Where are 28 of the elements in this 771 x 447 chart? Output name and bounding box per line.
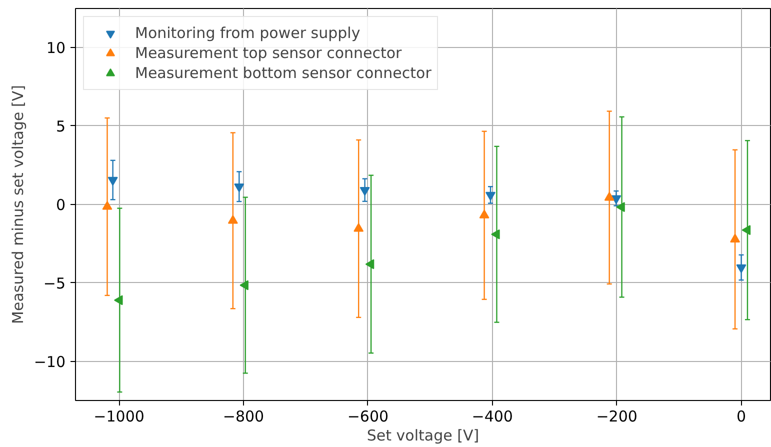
y-axis-title: Measured minus set voltage [V] [8, 85, 27, 324]
point [240, 280, 248, 290]
point [234, 184, 244, 192]
y-tick-label: 10 [46, 38, 66, 57]
legend-label: Monitoring from power supply [135, 24, 360, 42]
x-tick-label: 0 [736, 408, 746, 426]
point [611, 195, 622, 204]
x-tick-label: −200 [596, 408, 638, 426]
point [486, 192, 496, 201]
x-tick-label: −800 [222, 408, 264, 426]
y-tick-label: −5 [43, 274, 66, 292]
point [365, 259, 374, 270]
point [736, 264, 746, 274]
x-tick-label: −1000 [94, 408, 144, 426]
point [742, 225, 751, 236]
point [360, 186, 370, 196]
point [616, 202, 625, 212]
y-tick-label: 0 [56, 196, 66, 214]
x-axis-title: Set voltage [V] [366, 426, 480, 444]
legend-label: Measurement top sensor connector [135, 44, 402, 62]
x-tick-label: −400 [472, 408, 513, 426]
legend-label: Measurement bottom sensor connector [135, 64, 432, 82]
point [108, 176, 118, 186]
y-tick-label: 5 [56, 117, 66, 136]
y-tick-label: −10 [34, 352, 66, 371]
x-tick-label: −600 [347, 408, 389, 426]
point [114, 295, 123, 306]
point [491, 229, 500, 240]
